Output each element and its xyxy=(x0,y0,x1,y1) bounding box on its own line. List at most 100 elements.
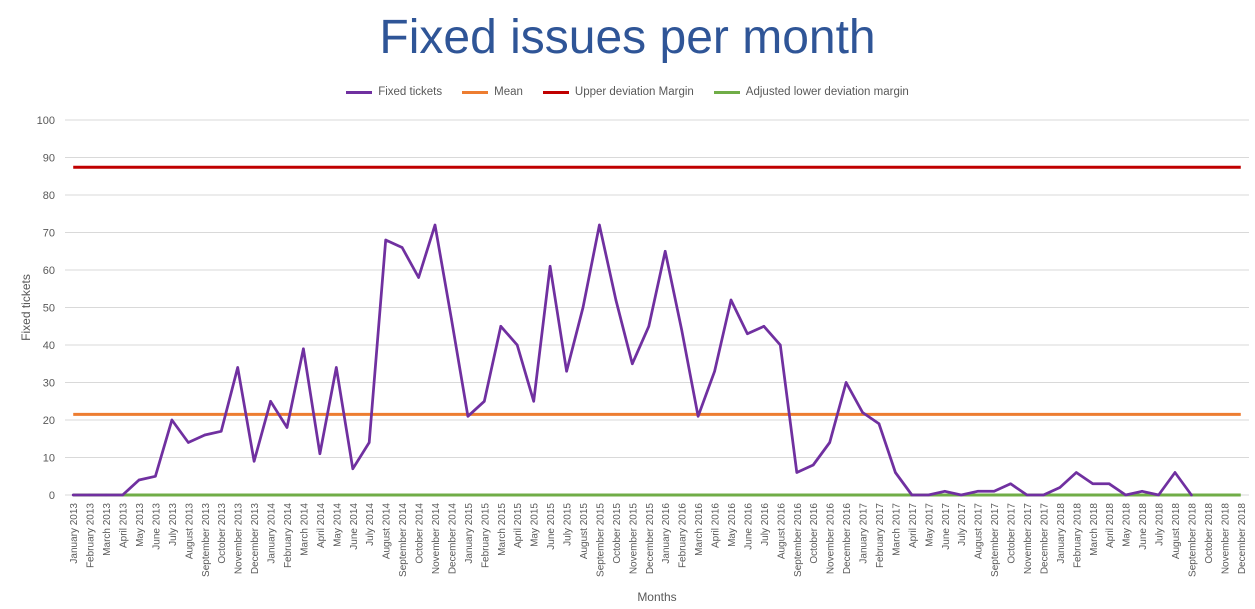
x-tick-label-6: July 2013 xyxy=(168,503,179,546)
data-point-33 xyxy=(614,298,618,302)
data-point-68 xyxy=(1190,493,1193,497)
data-point-17 xyxy=(351,467,354,470)
data-point-20 xyxy=(400,246,404,249)
x-tick-label-39: April 2016 xyxy=(711,503,722,548)
x-tick-label-66: July 2018 xyxy=(1155,503,1166,546)
data-point-13 xyxy=(285,426,289,429)
data-point-60 xyxy=(1058,486,1062,489)
x-tick-label-56: September 2017 xyxy=(990,503,1001,577)
data-point-61 xyxy=(1075,471,1078,474)
data-point-34 xyxy=(631,362,634,365)
x-tick-label-5: June 2013 xyxy=(151,503,162,550)
x-tick-label-36: January 2016 xyxy=(661,503,672,564)
data-point-51 xyxy=(910,493,914,497)
data-point-39 xyxy=(713,370,716,373)
data-point-12 xyxy=(269,400,272,403)
x-tick-label-13: February 2014 xyxy=(283,503,294,568)
legend-label-upper-margin: Upper deviation Margin xyxy=(574,86,694,98)
data-point-37 xyxy=(680,328,683,332)
data-point-18 xyxy=(368,441,371,444)
x-tick-label-30: July 2015 xyxy=(563,503,574,546)
y-tick-label-5: 50 xyxy=(43,303,55,315)
data-point-4 xyxy=(137,478,141,482)
x-tick-label-61: February 2018 xyxy=(1072,503,1083,568)
data-point-41 xyxy=(746,332,749,335)
data-point-30 xyxy=(565,370,568,373)
data-point-32 xyxy=(598,223,601,227)
x-tick-label-58: November 2017 xyxy=(1023,503,1034,575)
x-tick-label-37: February 2016 xyxy=(678,503,689,568)
chart-title: Fixed issues per month xyxy=(379,11,876,64)
data-point-22 xyxy=(433,223,437,227)
x-tick-label-57: October 2017 xyxy=(1007,503,1018,564)
y-tick-label-6: 60 xyxy=(43,265,55,277)
legend-swatch-fixed-tickets xyxy=(346,90,373,94)
legend-label-mean: Mean xyxy=(494,86,523,98)
data-point-29 xyxy=(548,265,552,268)
x-tick-label-44: September 2016 xyxy=(793,503,804,577)
x-tick-label-27: April 2015 xyxy=(513,503,524,548)
x-tick-label-9: October 2013 xyxy=(217,503,228,564)
y-tick-label-4: 40 xyxy=(43,340,55,352)
x-tick-label-64: May 2018 xyxy=(1122,503,1133,547)
data-point-6 xyxy=(170,418,174,422)
data-point-10 xyxy=(236,366,239,369)
data-point-58 xyxy=(1025,493,1029,497)
legend-label-fixed-tickets: Fixed tickets xyxy=(378,86,443,98)
x-tick-label-23: December 2014 xyxy=(447,503,458,575)
x-tick-label-55: August 2017 xyxy=(974,503,985,560)
x-tick-label-69: October 2018 xyxy=(1204,503,1215,564)
data-point-28 xyxy=(532,400,535,403)
data-point-35 xyxy=(647,325,650,328)
x-tick-label-38: March 2016 xyxy=(694,503,705,556)
y-tick-label-0: 0 xyxy=(49,490,55,502)
x-tick-label-26: March 2015 xyxy=(497,503,508,556)
data-point-0 xyxy=(72,493,75,497)
data-point-63 xyxy=(1108,482,1111,485)
data-point-9 xyxy=(220,430,223,433)
x-tick-label-15: April 2014 xyxy=(316,503,327,548)
data-point-38 xyxy=(696,415,700,418)
data-point-54 xyxy=(960,493,963,497)
x-tick-label-42: July 2016 xyxy=(760,503,771,546)
x-tick-label-52: May 2017 xyxy=(924,503,935,547)
x-tick-label-0: January 2013 xyxy=(69,503,80,564)
x-tick-label-63: April 2018 xyxy=(1105,503,1116,548)
data-point-59 xyxy=(1042,493,1045,497)
data-point-25 xyxy=(483,400,486,403)
legend-swatch-upper-margin xyxy=(542,90,569,94)
x-tick-label-62: March 2018 xyxy=(1089,503,1100,556)
x-tick-label-31: August 2015 xyxy=(579,503,590,560)
x-tick-label-19: August 2014 xyxy=(382,503,393,560)
x-tick-label-41: June 2016 xyxy=(743,503,754,550)
legend-item-fixed-tickets: Fixed tickets xyxy=(346,86,442,98)
series-line-fixed-tickets xyxy=(71,223,1193,497)
x-tick-label-1: February 2013 xyxy=(86,503,97,568)
data-point-40 xyxy=(729,298,733,302)
data-point-24 xyxy=(466,415,470,418)
x-tick-label-34: November 2015 xyxy=(628,503,639,575)
x-tick-label-46: November 2016 xyxy=(826,503,837,575)
data-point-57 xyxy=(1009,482,1012,485)
x-tick-label-65: June 2018 xyxy=(1138,503,1149,550)
data-point-48 xyxy=(861,411,864,414)
data-point-1 xyxy=(88,493,91,497)
y-tick-label-7: 70 xyxy=(43,228,55,240)
y-tick-label-10: 100 xyxy=(37,115,55,127)
x-tick-label-3: April 2013 xyxy=(119,503,130,548)
x-tick-label-4: May 2013 xyxy=(135,503,146,547)
x-tick-label-53: June 2017 xyxy=(941,503,952,550)
data-point-21 xyxy=(417,276,420,279)
x-tick-label-50: March 2017 xyxy=(891,503,902,556)
data-point-27 xyxy=(516,343,519,347)
legend-swatch-mean xyxy=(462,90,489,94)
y-tick-label-1: 10 xyxy=(43,453,55,465)
x-tick-label-48: January 2017 xyxy=(859,503,870,564)
y-tick-label-8: 80 xyxy=(43,190,55,202)
x-tick-label-17: June 2014 xyxy=(349,503,360,550)
x-tick-label-60: January 2018 xyxy=(1056,503,1067,564)
x-tick-label-28: May 2015 xyxy=(530,503,541,547)
data-point-42 xyxy=(762,325,766,328)
x-tick-label-14: March 2014 xyxy=(299,503,310,556)
